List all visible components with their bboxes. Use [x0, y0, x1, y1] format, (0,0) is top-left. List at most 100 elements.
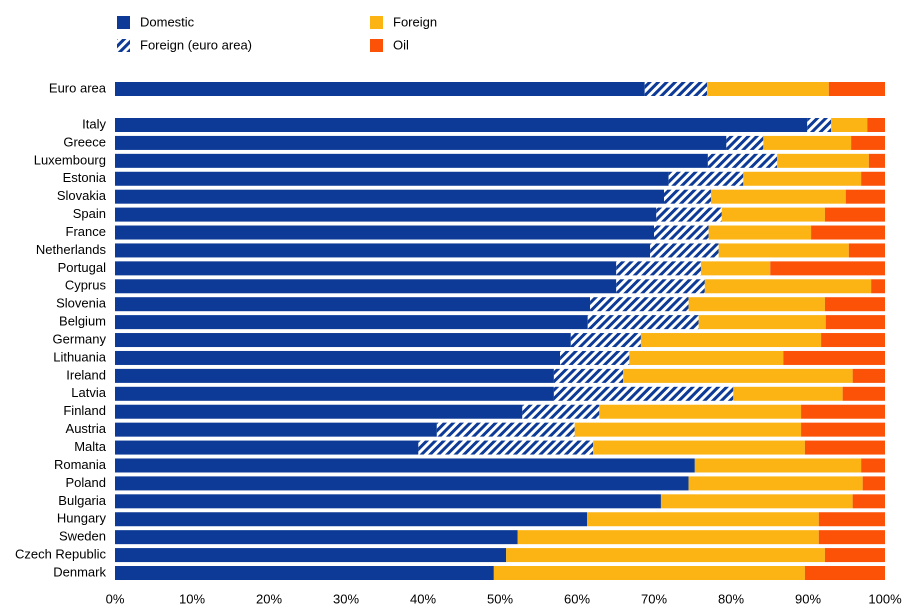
bar-segment: [115, 225, 654, 240]
bar-segment: [707, 153, 778, 168]
bar-segment: [436, 422, 575, 437]
bar-segment: [115, 82, 645, 96]
bar-segment: [418, 440, 594, 455]
bar-segment: [115, 189, 665, 204]
bar-segment: [688, 297, 825, 312]
bar-segment: [694, 458, 862, 473]
y-tick-label: Austria: [66, 421, 107, 436]
y-tick-label: Hungary: [57, 511, 107, 526]
legend-swatch: [370, 16, 383, 29]
bar-segment: [845, 189, 885, 204]
bar-segment: [115, 368, 554, 383]
bar-segment: [763, 135, 852, 150]
x-tick-label: 80%: [718, 591, 744, 606]
bar-segment: [707, 82, 829, 96]
bar-segment: [616, 279, 705, 294]
bar-segment: [743, 171, 862, 186]
x-tick-label: 100%: [868, 591, 902, 606]
bar-segment: [115, 243, 651, 258]
bar-segment: [115, 315, 588, 330]
bar-segment: [852, 368, 885, 383]
bar-segment: [115, 548, 507, 563]
bar-segment: [777, 153, 869, 168]
x-tick-label: 40%: [410, 591, 436, 606]
bar-segment: [818, 512, 885, 527]
y-tick-label: Spain: [73, 206, 106, 221]
bar-segment: [824, 297, 885, 312]
x-tick-label: 20%: [256, 591, 282, 606]
bar-segment: [824, 207, 885, 222]
y-tick-label: Bulgaria: [58, 493, 106, 508]
bar-segment: [828, 82, 885, 96]
legend-swatch: [117, 39, 130, 52]
bar-segment: [660, 494, 853, 509]
y-tick-label: Malta: [74, 439, 107, 454]
legend-swatch: [117, 16, 130, 29]
y-tick-label: Estonia: [63, 170, 107, 185]
bar-segment: [861, 171, 885, 186]
x-tick-label: 70%: [641, 591, 667, 606]
y-tick-label: Slovakia: [57, 188, 107, 203]
x-tick-label: 10%: [179, 591, 205, 606]
bar-segment: [115, 440, 419, 455]
bar-segment: [871, 279, 885, 294]
bar-segment: [867, 118, 885, 132]
bar-segment: [708, 225, 812, 240]
y-tick-label: Belgium: [59, 314, 106, 329]
legend-label: Domestic: [140, 14, 195, 29]
bar-segment: [587, 315, 699, 330]
bar-segment: [115, 153, 708, 168]
bar-segment: [718, 243, 849, 258]
bar-segment: [640, 333, 822, 348]
bar-segment: [587, 512, 819, 527]
y-tick-label: Latvia: [71, 385, 106, 400]
bar-segment: [115, 350, 561, 365]
bar-segment: [115, 494, 661, 509]
bar-segment: [831, 118, 868, 132]
bar-segment: [599, 404, 802, 419]
bar-segment: [804, 440, 885, 455]
bar-segment: [590, 297, 689, 312]
y-tick-label: Germany: [53, 331, 107, 346]
bar-segment: [733, 386, 843, 401]
bar-segment: [721, 207, 825, 222]
bar-segment: [570, 333, 641, 348]
bar-segment: [115, 458, 695, 473]
bar-segment: [700, 261, 771, 276]
bar-segment: [825, 315, 885, 330]
bar-segment: [616, 261, 701, 276]
bar-segment: [664, 189, 711, 204]
bar-segment: [698, 315, 826, 330]
bar-segment: [783, 350, 885, 365]
bar-segment: [553, 386, 734, 401]
bar-segment: [115, 135, 727, 150]
bar-segment: [804, 566, 885, 580]
bar-segment: [862, 476, 885, 491]
bar-segment: [115, 297, 591, 312]
bar-segment: [115, 279, 617, 294]
bar-segment: [801, 404, 885, 419]
bar-segment: [824, 548, 885, 563]
bar-segment: [115, 386, 554, 401]
bar-segment: [115, 333, 571, 348]
bar-segment: [115, 566, 494, 580]
bar-segment: [517, 530, 819, 545]
x-tick-label: 30%: [333, 591, 359, 606]
bar-segment: [553, 368, 624, 383]
bar-segment: [115, 118, 808, 132]
bar-segment: [115, 422, 437, 437]
bar-segment: [506, 548, 825, 563]
y-tick-label: Romania: [54, 457, 107, 472]
y-tick-label: Finland: [63, 403, 106, 418]
y-tick-label: Czech Republic: [15, 547, 107, 562]
bar-segment: [493, 566, 805, 580]
bar-segment: [770, 261, 885, 276]
bar-segment: [811, 225, 885, 240]
bar-segment: [522, 404, 600, 419]
x-tick-label: 60%: [564, 591, 590, 606]
bar-segment: [656, 207, 722, 222]
bar-segment: [115, 171, 669, 186]
bar-segment: [821, 333, 885, 348]
bar-segment: [623, 368, 853, 383]
